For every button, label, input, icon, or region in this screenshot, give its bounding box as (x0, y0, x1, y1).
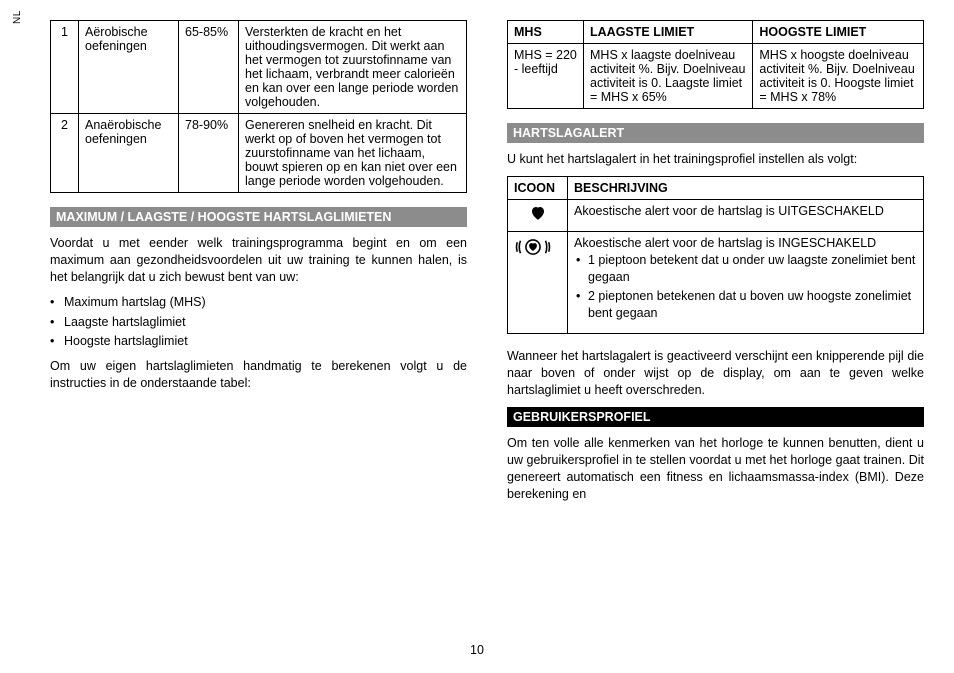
exercise-table: 1 Aërobische oefeningen 65-85% Versterkt… (50, 20, 467, 193)
body-text: Wanneer het hartslagalert is geactiveerd… (507, 348, 924, 399)
mhs-cell: MHS = 220 - leeftijd (508, 44, 584, 109)
icon-header: ICOON (508, 176, 568, 199)
high-limit-cell: MHS x hoogste doelniveau activiteit %. B… (753, 44, 924, 109)
page-columns: 1 Aërobische oefeningen 65-85% Versterkt… (50, 20, 924, 653)
description-header: BESCHRIJVING (568, 176, 924, 199)
heart-ring-icon (508, 231, 568, 334)
nested-list: 1 pieptoon betekent dat u onder uw laags… (574, 252, 917, 322)
body-text: Om uw eigen hartslaglimieten handmatig t… (50, 358, 467, 392)
exercise-name: Anaërobische oefeningen (79, 114, 179, 193)
exercise-name: Aërobische oefeningen (79, 21, 179, 114)
list-item: Laagste hartslaglimiet (64, 314, 467, 331)
high-limit-header: HOOGSTE LIMIET (753, 21, 924, 44)
icon-desc: Akoestische alert voor de hartslag is IN… (574, 236, 917, 250)
exercise-number: 2 (51, 114, 79, 193)
heart-icon (508, 199, 568, 231)
table-row: 2 Anaërobische oefeningen 78-90% Generer… (51, 114, 467, 193)
exercise-pct: 65-85% (179, 21, 239, 114)
list-item: 1 pieptoon betekent dat u onder uw laags… (588, 252, 917, 286)
low-limit-cell: MHS x laagste doelniveau activiteit %. B… (584, 44, 753, 109)
side-language-label: NL (12, 10, 23, 24)
table-row: Akoestische alert voor de hartslag is IN… (508, 231, 924, 334)
left-column: 1 Aërobische oefeningen 65-85% Versterkt… (50, 20, 467, 653)
icon-desc: Akoestische alert voor de hartslag is UI… (568, 199, 924, 231)
icon-desc-cell: Akoestische alert voor de hartslag is IN… (568, 231, 924, 334)
low-limit-header: LAAGSTE LIMIET (584, 21, 753, 44)
list-item: 2 pieptonen betekenen dat u boven uw hoo… (588, 288, 917, 322)
exercise-pct: 78-90% (179, 114, 239, 193)
table-row: MHS = 220 - leeftijd MHS x laagste doeln… (508, 44, 924, 109)
list-item: Maximum hartslag (MHS) (64, 294, 467, 311)
bullet-list: Maximum hartslag (MHS) Laagste hartslagl… (50, 294, 467, 351)
section-heading-profile: GEBRUIKERSPROFIEL (507, 407, 924, 427)
section-heading-limits: MAXIMUM / LAAGSTE / HOOGSTE HARTSLAGLIMI… (50, 207, 467, 227)
right-column: MHS LAAGSTE LIMIET HOOGSTE LIMIET MHS = … (507, 20, 924, 653)
exercise-number: 1 (51, 21, 79, 114)
exercise-desc: Versterkten de kracht en het uithoudings… (239, 21, 467, 114)
icon-table: ICOON BESCHRIJVING Akoestische alert voo… (507, 176, 924, 335)
table-row: 1 Aërobische oefeningen 65-85% Versterkt… (51, 21, 467, 114)
table-header-row: ICOON BESCHRIJVING (508, 176, 924, 199)
body-text: Voordat u met eender welk trainingsprogr… (50, 235, 467, 286)
mhs-header: MHS (508, 21, 584, 44)
table-row: Akoestische alert voor de hartslag is UI… (508, 199, 924, 231)
body-text: U kunt het hartslagalert in het training… (507, 151, 924, 168)
exercise-desc: Genereren snelheid en kracht. Dit werkt … (239, 114, 467, 193)
body-text: Om ten volle alle kenmerken van het horl… (507, 435, 924, 503)
page-number: 10 (470, 643, 484, 657)
section-heading-alert: HARTSLAGALERT (507, 123, 924, 143)
list-item: Hoogste hartslaglimiet (64, 333, 467, 350)
mhs-table: MHS LAAGSTE LIMIET HOOGSTE LIMIET MHS = … (507, 20, 924, 109)
table-header-row: MHS LAAGSTE LIMIET HOOGSTE LIMIET (508, 21, 924, 44)
